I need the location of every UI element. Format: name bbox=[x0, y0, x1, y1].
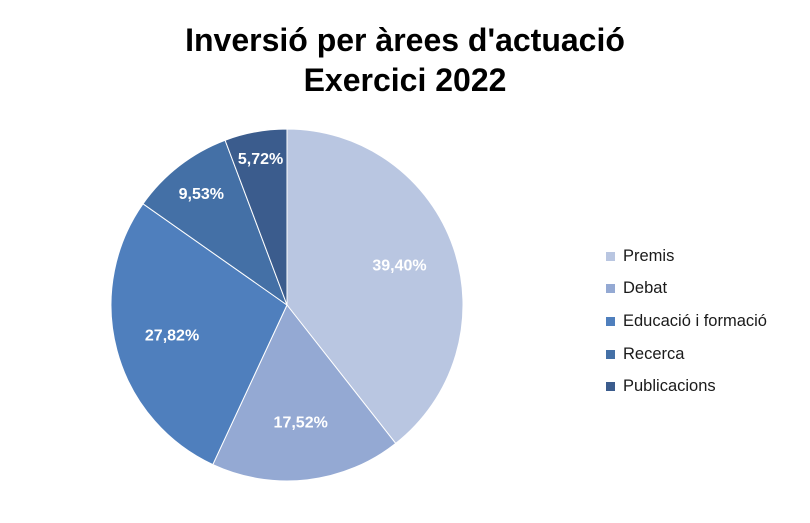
pie-slice-publicacions bbox=[224, 128, 288, 306]
legend-swatch bbox=[606, 284, 615, 294]
data-label-educacio-i-formacio: 27,82% bbox=[145, 327, 199, 344]
chart-legend: Premis Debat Educació i formació Recerca Pub… bbox=[606, 240, 767, 403]
legend-item-publicacions: Publicacions bbox=[606, 370, 767, 403]
legend-item-educacio-i-formacio: Educació i formació bbox=[606, 305, 767, 338]
legend-label: Publicacions bbox=[623, 377, 716, 396]
legend-label: Premis bbox=[623, 246, 675, 265]
data-label-publicacions: 5,72% bbox=[238, 151, 283, 168]
chart-subtitle: Exercici 2022 bbox=[303, 62, 507, 98]
pie-slice-recerca bbox=[142, 139, 289, 307]
legend-swatch bbox=[606, 251, 615, 261]
legend-item-premis: Premis bbox=[606, 240, 767, 273]
legend-swatch bbox=[606, 316, 615, 326]
data-label-debat: 17,52% bbox=[274, 415, 328, 432]
pie-slice-debat bbox=[212, 304, 397, 482]
legend-swatch bbox=[606, 349, 615, 359]
legend-label: Educació i formació bbox=[623, 311, 767, 330]
data-label-recerca: 9,53% bbox=[179, 186, 224, 203]
legend-swatch bbox=[606, 382, 615, 392]
legend-label: Recerca bbox=[623, 344, 685, 363]
legend-item-recerca: Recerca bbox=[606, 338, 767, 371]
data-label-premis: 39,40% bbox=[372, 258, 426, 275]
legend-item-debat: Debat bbox=[606, 273, 767, 306]
pie-slice-premis bbox=[286, 128, 464, 445]
chart-title: Inversió per àrees d'actuació Exercici 2… bbox=[0, 20, 810, 100]
legend-label: Debat bbox=[623, 279, 668, 298]
chart-title-line: Inversió per àrees d'actuació bbox=[185, 22, 625, 58]
pie-slice-educacio-i-formacio bbox=[110, 203, 288, 466]
